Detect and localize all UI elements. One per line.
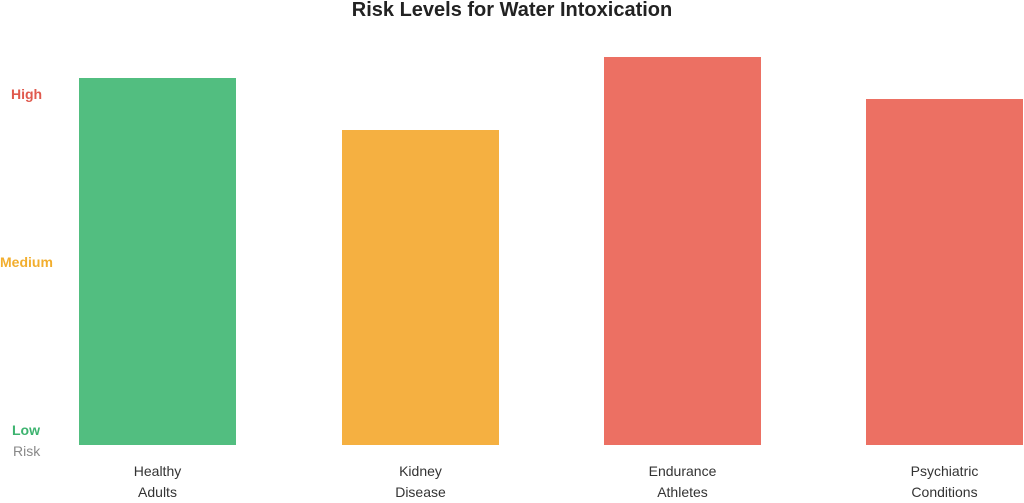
y-tick-low: Low	[12, 422, 40, 438]
bar-kidney-disease	[342, 130, 499, 445]
x-label-line1: Endurance	[583, 461, 783, 482]
x-label-line1: Kidney	[321, 461, 521, 482]
y-tick-high: High	[11, 86, 42, 102]
x-label-psychiatric-conditions: Psychiatric Conditions	[845, 461, 1024, 503]
x-label-line1: Psychiatric	[845, 461, 1024, 482]
x-label-line2: Athletes	[583, 482, 783, 503]
x-label-line2: Adults	[58, 482, 258, 503]
y-tick-medium: Medium	[0, 254, 53, 270]
x-label-line2: Conditions	[845, 482, 1024, 503]
x-label-kidney-disease: Kidney Disease	[321, 461, 521, 503]
y-axis-title: Risk	[13, 443, 40, 459]
x-label-line2: Disease	[321, 482, 521, 503]
bar-endurance-athletes	[604, 57, 761, 445]
x-label-endurance-athletes: Endurance Athletes	[583, 461, 783, 503]
x-label-healthy-adults: Healthy Adults	[58, 461, 258, 503]
chart-title: Risk Levels for Water Intoxication	[0, 0, 1024, 22]
bar-psychiatric-conditions	[866, 99, 1023, 445]
x-label-line1: Healthy	[58, 461, 258, 482]
bar-healthy-adults	[79, 78, 236, 445]
